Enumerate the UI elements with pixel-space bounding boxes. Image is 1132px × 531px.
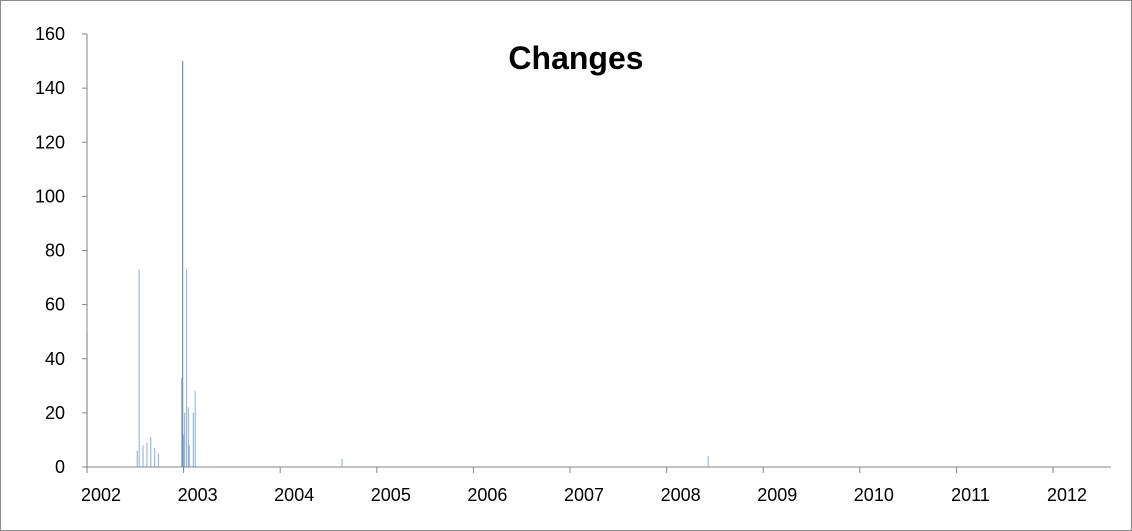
bar <box>150 437 152 467</box>
y-tick-label: 160 <box>35 24 65 44</box>
y-tick-label: 120 <box>35 132 65 152</box>
bar <box>183 434 185 467</box>
x-tick-label: 2002 <box>81 485 121 505</box>
x-tick-label: 2006 <box>467 485 507 505</box>
y-tick-label: 40 <box>45 349 65 369</box>
bar <box>707 456 709 467</box>
y-tick-label: 100 <box>35 186 65 206</box>
bar <box>157 453 160 467</box>
bar <box>187 407 190 467</box>
bars-group <box>86 61 709 467</box>
x-tick-label: 2012 <box>1047 485 1087 505</box>
x-tick-label: 2011 <box>951 485 990 505</box>
bar <box>192 412 194 467</box>
chart-title: Changes <box>508 40 643 76</box>
bar <box>341 458 343 467</box>
bar <box>154 448 156 467</box>
x-tick-label: 2005 <box>371 485 411 505</box>
bar <box>181 377 183 467</box>
bar <box>146 442 148 467</box>
x-tick-label: 2010 <box>854 485 894 505</box>
y-tick-label: 60 <box>45 295 65 315</box>
x-tick-label: 2009 <box>757 485 797 505</box>
bar <box>194 391 196 467</box>
x-tick-label: 2004 <box>274 485 314 505</box>
bar <box>185 269 188 467</box>
bar <box>183 412 186 467</box>
y-tick-label: 0 <box>55 457 65 477</box>
bar <box>142 445 144 467</box>
y-tick-label: 80 <box>45 241 65 261</box>
y-tick-label: 140 <box>35 78 65 98</box>
bar <box>182 61 184 467</box>
bar <box>138 269 140 467</box>
x-tick-label: 2007 <box>564 485 604 505</box>
x-ticks-group: 2002 2003 2004 2005 2006 2007 2008 2009 2010 2011… <box>81 467 1087 505</box>
y-tick-label: 20 <box>45 403 65 423</box>
bar <box>188 445 190 467</box>
x-tick-label: 2008 <box>661 485 701 505</box>
y-ticks-group: 0 20 40 60 80 100 120 140 160 <box>35 24 87 477</box>
x-tick-label: 2003 <box>178 485 218 505</box>
bar <box>136 450 138 467</box>
